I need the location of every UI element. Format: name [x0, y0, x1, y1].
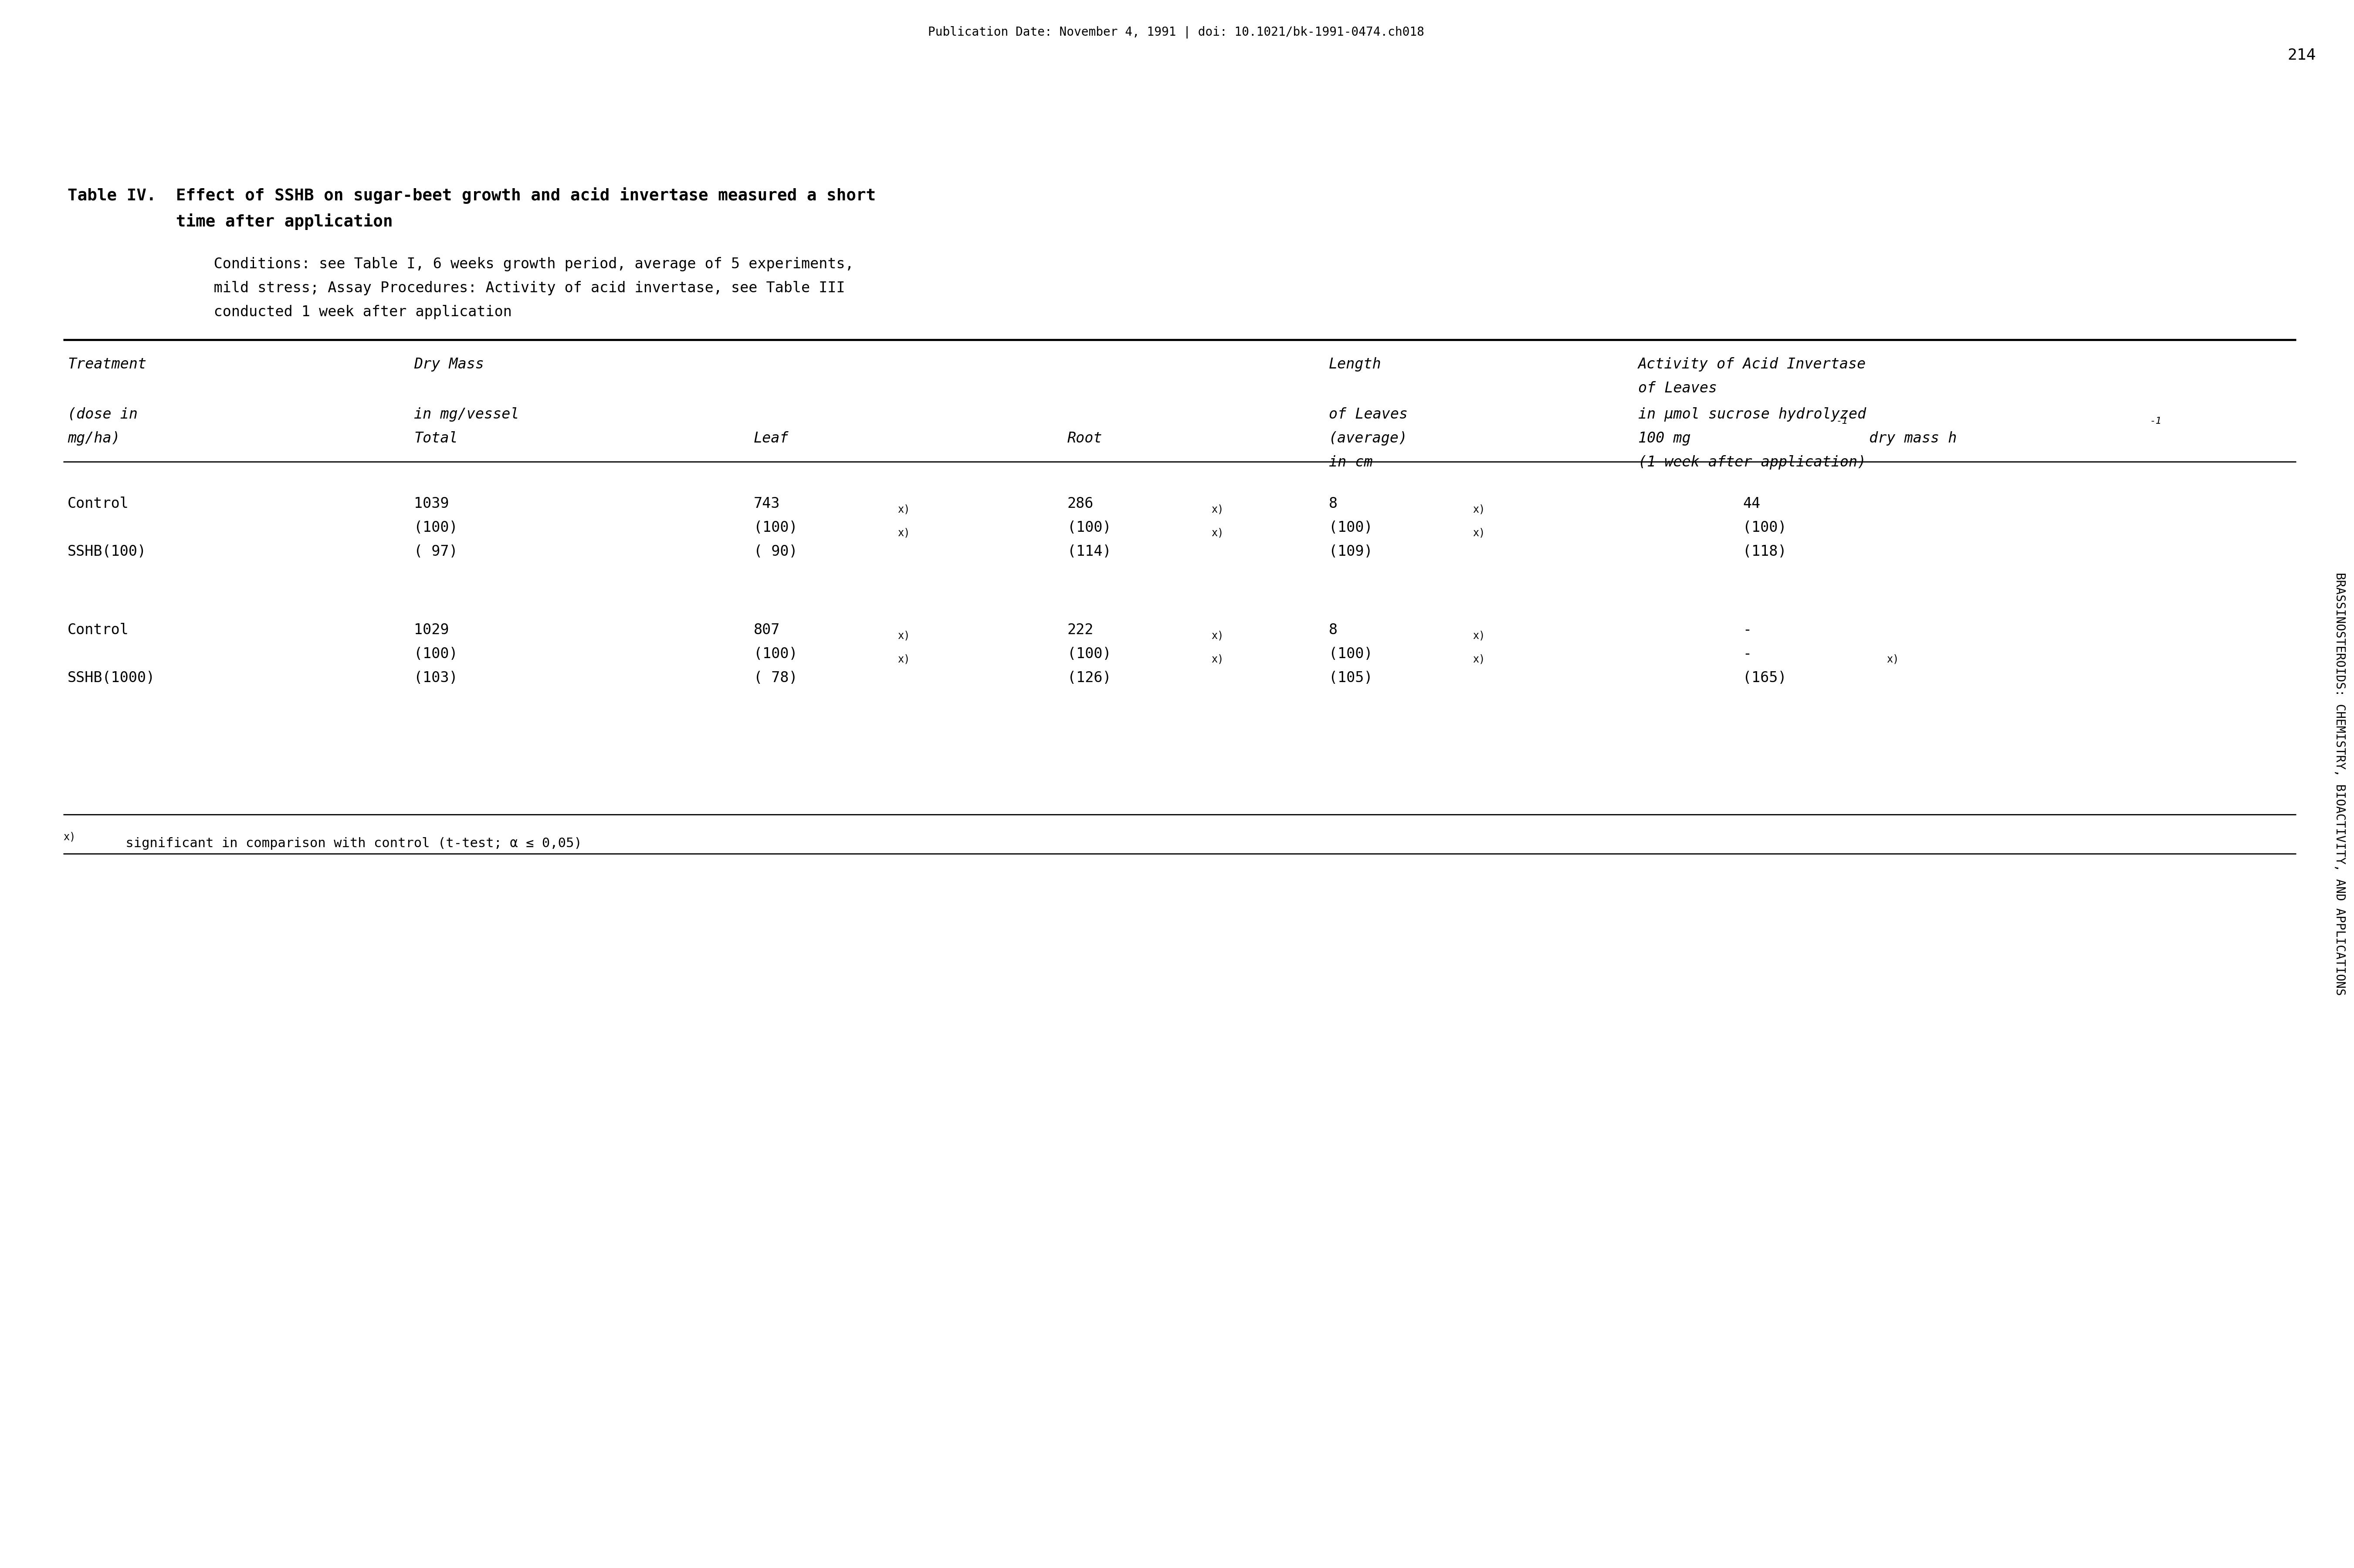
- Text: ( 97): ( 97): [414, 544, 457, 558]
- Text: mg/ha): mg/ha): [68, 431, 120, 445]
- Text: Table IV.  Effect of SSHB on sugar-beet growth and acid invertase measured a sho: Table IV. Effect of SSHB on sugar-beet g…: [68, 187, 876, 204]
- Text: (dose in: (dose in: [68, 408, 137, 422]
- Text: (100): (100): [1330, 521, 1372, 535]
- Text: x): x): [1474, 630, 1485, 641]
- Text: (100): (100): [1066, 521, 1111, 535]
- Text: ( 78): ( 78): [753, 671, 798, 685]
- Text: 44: 44: [1742, 497, 1761, 511]
- Text: time after application: time after application: [68, 213, 393, 230]
- Text: -1: -1: [2149, 417, 2161, 425]
- Text: (100): (100): [753, 521, 798, 535]
- Text: x): x): [1474, 528, 1485, 538]
- Text: in cm: in cm: [1330, 455, 1372, 469]
- Text: Length: Length: [1330, 358, 1382, 372]
- Text: 286: 286: [1066, 497, 1095, 511]
- Text: significant in comparison with control (t-test; α ≤ 0,05): significant in comparison with control (…: [118, 837, 581, 850]
- Text: in mg/vessel: in mg/vessel: [414, 408, 520, 422]
- Text: 1039: 1039: [414, 497, 450, 511]
- Text: x): x): [1212, 528, 1224, 538]
- Text: (100): (100): [1330, 646, 1372, 662]
- Text: -1: -1: [1836, 417, 1848, 425]
- Text: mild stress; Assay Procedures: Activity of acid invertase, see Table III: mild stress; Assay Procedures: Activity …: [169, 281, 845, 295]
- Text: x): x): [1886, 654, 1900, 665]
- Text: 100 mg: 100 mg: [1638, 431, 1690, 445]
- Text: (100): (100): [753, 646, 798, 662]
- Text: x): x): [897, 528, 911, 538]
- Text: (114): (114): [1066, 544, 1111, 558]
- Text: (1 week after application): (1 week after application): [1638, 455, 1867, 469]
- Text: x): x): [1212, 503, 1224, 514]
- Text: Control: Control: [68, 622, 129, 637]
- Text: (100): (100): [1066, 646, 1111, 662]
- Text: (105): (105): [1330, 671, 1372, 685]
- Text: (126): (126): [1066, 671, 1111, 685]
- Text: Treatment: Treatment: [68, 358, 146, 372]
- Text: Total: Total: [414, 431, 457, 445]
- Text: Control: Control: [68, 497, 129, 511]
- Text: 743: 743: [753, 497, 779, 511]
- Text: of Leaves: of Leaves: [1330, 408, 1408, 422]
- Text: Publication Date: November 4, 1991 | doi: 10.1021/bk-1991-0474.ch018: Publication Date: November 4, 1991 | doi…: [927, 27, 1424, 39]
- Text: (average): (average): [1330, 431, 1408, 445]
- Text: (165): (165): [1742, 671, 1787, 685]
- Text: (100): (100): [1742, 521, 1787, 535]
- Text: Leaf: Leaf: [753, 431, 789, 445]
- Text: -: -: [1742, 622, 1751, 637]
- Text: Dry Mass: Dry Mass: [414, 358, 485, 372]
- Text: 8: 8: [1330, 497, 1337, 511]
- Text: Activity of Acid Invertase: Activity of Acid Invertase: [1638, 358, 1867, 372]
- Text: (118): (118): [1742, 544, 1787, 558]
- Text: of Leaves: of Leaves: [1638, 381, 1716, 395]
- Text: Conditions: see Table I, 6 weeks growth period, average of 5 experiments,: Conditions: see Table I, 6 weeks growth …: [169, 257, 855, 271]
- Text: (103): (103): [414, 671, 457, 685]
- Text: x): x): [64, 833, 75, 842]
- Text: ( 90): ( 90): [753, 544, 798, 558]
- Text: x): x): [897, 630, 911, 641]
- Text: 222: 222: [1066, 622, 1095, 637]
- Text: 214: 214: [2288, 49, 2316, 63]
- Text: x): x): [1212, 630, 1224, 641]
- Text: x): x): [1474, 654, 1485, 665]
- Text: conducted 1 week after application: conducted 1 week after application: [169, 304, 511, 320]
- Text: in μmol sucrose hydrolyzed: in μmol sucrose hydrolyzed: [1638, 408, 1867, 422]
- Text: SSHB(1000): SSHB(1000): [68, 671, 155, 685]
- Text: (100): (100): [414, 646, 457, 662]
- Text: 1029: 1029: [414, 622, 450, 637]
- Text: (109): (109): [1330, 544, 1372, 558]
- Text: x): x): [1212, 654, 1224, 665]
- Text: -: -: [1742, 646, 1751, 662]
- Text: (100): (100): [414, 521, 457, 535]
- Text: SSHB(100): SSHB(100): [68, 544, 146, 558]
- Text: x): x): [897, 503, 911, 514]
- Text: 8: 8: [1330, 622, 1337, 637]
- Text: dry mass h: dry mass h: [1860, 431, 1956, 445]
- Text: x): x): [1474, 503, 1485, 514]
- Text: Root: Root: [1066, 431, 1102, 445]
- Text: 807: 807: [753, 622, 779, 637]
- Text: BRASSINOSTEROIDS: CHEMISTRY, BIOACTIVITY, AND APPLICATIONS: BRASSINOSTEROIDS: CHEMISTRY, BIOACTIVITY…: [2333, 572, 2345, 996]
- Text: x): x): [897, 654, 911, 665]
